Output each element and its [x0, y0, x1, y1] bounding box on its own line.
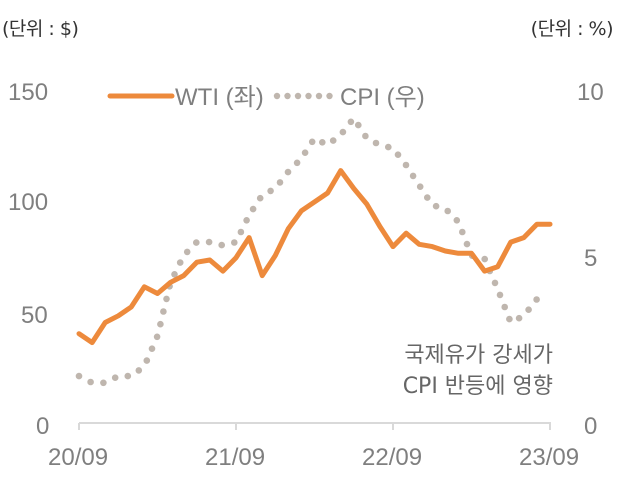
- right-tick-5: 5: [584, 245, 597, 272]
- x-tick-21-09: 21/09: [205, 444, 265, 471]
- cpi-series-dots: [75, 118, 540, 387]
- left-axis-unit: (단위 : $): [2, 18, 79, 40]
- left-tick-50: 50: [21, 302, 48, 329]
- right-tick-10: 10: [577, 79, 604, 106]
- left-tick-150: 150: [8, 79, 48, 106]
- right-tick-0: 0: [584, 413, 597, 440]
- wti-series-line: [76, 168, 553, 346]
- x-axis-ticks: [78, 423, 551, 430]
- left-tick-100: 100: [8, 189, 48, 216]
- legend-cpi-label: CPI (우): [340, 84, 425, 111]
- left-tick-0: 0: [36, 413, 49, 440]
- x-tick-22-09: 22/09: [362, 444, 422, 471]
- legend-cpi-swatch: [273, 92, 333, 100]
- annotation-line-2: CPI 반등에 영향: [403, 374, 553, 399]
- x-tick-23-09: 23/09: [519, 444, 579, 471]
- x-tick-20-09: 20/09: [48, 444, 108, 471]
- right-axis-unit: (단위 : %): [530, 18, 614, 40]
- legend-wti-label: WTI (좌): [175, 84, 264, 111]
- annotation-line-1: 국제유가 강세가: [404, 343, 553, 368]
